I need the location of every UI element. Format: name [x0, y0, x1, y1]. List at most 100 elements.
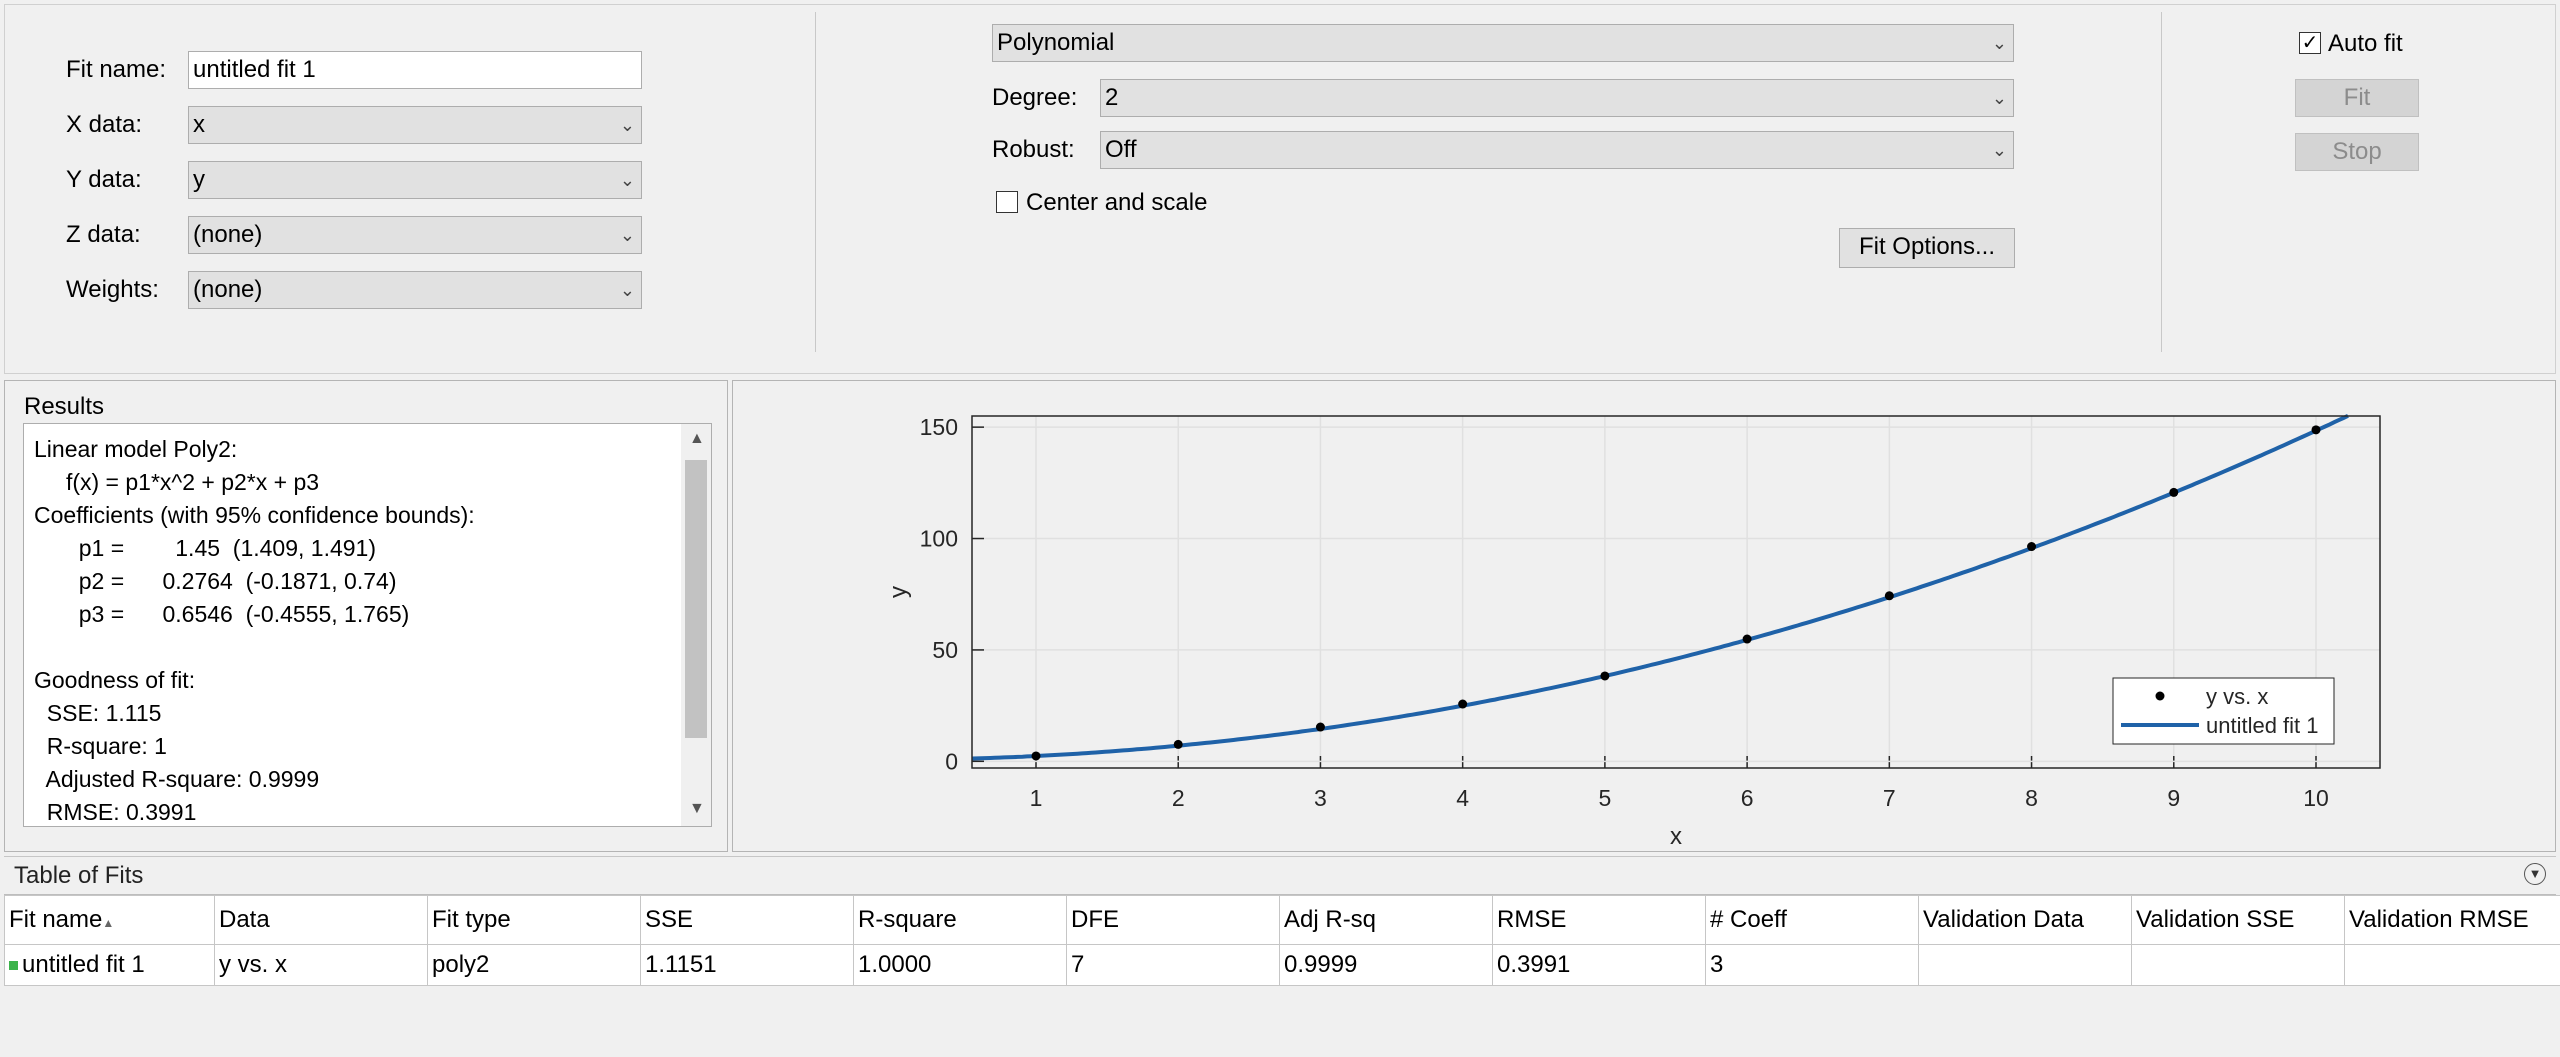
data-point — [2027, 542, 2036, 551]
x-tick-label: 7 — [1883, 785, 1896, 811]
results-line: f(x) = p1*x^2 + p2*x + p3 — [34, 469, 319, 496]
robust-value: Off — [1105, 136, 1137, 163]
table-of-fits: Fit name▲ Data Fit type SSE R-square DFE… — [4, 895, 2560, 986]
column-header[interactable]: Validation Data — [1919, 896, 2132, 945]
y-tick-label: 50 — [932, 637, 958, 663]
data-point — [1885, 591, 1894, 600]
table-cell[interactable] — [2345, 945, 2560, 986]
table-cell[interactable]: 3 — [1706, 945, 1919, 986]
table-cell[interactable] — [1919, 945, 2132, 986]
y-data-label: Y data: — [66, 166, 142, 194]
table-cell[interactable]: 1.0000 — [854, 945, 1067, 986]
x-tick-label: 8 — [2025, 785, 2038, 811]
chevron-down-icon: ⌄ — [620, 272, 635, 308]
data-point — [1458, 700, 1467, 709]
column-header[interactable]: Fit type — [428, 896, 641, 945]
data-point — [1174, 740, 1183, 749]
fit-options-button[interactable]: Fit Options... — [1839, 228, 2015, 268]
table-header-row: Fit name▲ Data Fit type SSE R-square DFE… — [5, 896, 2560, 945]
fit-button[interactable]: Fit — [2295, 79, 2419, 117]
table-cell[interactable]: untitled fit 1 — [5, 945, 215, 986]
results-title: Results — [24, 393, 104, 421]
table-cell[interactable] — [2132, 945, 2345, 986]
fit-type-value: Polynomial — [997, 29, 1114, 56]
table-cell[interactable]: 1.1151 — [641, 945, 854, 986]
fit-status-icon — [9, 961, 18, 970]
results-scrollbar[interactable]: ▲ ▼ — [681, 424, 711, 826]
x-tick-label: 10 — [2303, 785, 2329, 811]
results-line: Linear model Poly2: — [34, 436, 237, 463]
auto-fit-label: Auto fit — [2328, 30, 2403, 58]
column-header[interactable]: Fit name▲ — [5, 896, 215, 945]
x-data-value: x — [193, 111, 205, 138]
z-data-label: Z data: — [66, 221, 141, 249]
z-data-select[interactable]: (none)⌄ — [188, 216, 642, 254]
column-header[interactable]: RMSE — [1493, 896, 1706, 945]
y-tick-label: 100 — [920, 526, 958, 552]
column-header[interactable]: Data — [215, 896, 428, 945]
x-axis-label: x — [1670, 823, 1682, 850]
results-line: SSE: 1.115 — [34, 700, 161, 727]
fit-type-select[interactable]: Polynomial⌄ — [992, 24, 2014, 62]
robust-label: Robust: — [992, 136, 1075, 164]
chevron-down-icon: ⌄ — [1992, 80, 2007, 116]
y-tick-label: 0 — [945, 748, 958, 774]
weights-label: Weights: — [66, 276, 159, 304]
results-text-area[interactable]: Linear model Poly2: f(x) = p1*x^2 + p2*x… — [23, 423, 712, 827]
x-tick-label: 4 — [1456, 785, 1469, 811]
weights-select[interactable]: (none)⌄ — [188, 271, 642, 309]
chevron-down-icon: ⌄ — [620, 162, 635, 198]
table-cell[interactable]: y vs. x — [215, 945, 428, 986]
data-point — [1743, 635, 1752, 644]
x-tick-label: 3 — [1314, 785, 1327, 811]
fit-name-label: Fit name: — [66, 56, 166, 84]
column-header[interactable]: R-square — [854, 896, 1067, 945]
data-point — [1600, 671, 1609, 680]
results-line: R-square: 1 — [34, 733, 167, 760]
results-line: Adjusted R-square: 0.9999 — [34, 766, 319, 793]
stop-button[interactable]: Stop — [2295, 133, 2419, 171]
scroll-down-icon[interactable]: ▼ — [689, 800, 705, 818]
column-header[interactable]: SSE — [641, 896, 854, 945]
column-header[interactable]: Adj R-sq — [1280, 896, 1493, 945]
table-cell[interactable]: 0.3991 — [1493, 945, 1706, 986]
data-point — [1316, 723, 1325, 732]
table-row[interactable]: untitled fit 1 y vs. x poly2 1.1151 1.00… — [5, 945, 2560, 986]
results-line: Goodness of fit: — [34, 667, 195, 694]
scroll-up-icon[interactable]: ▲ — [689, 430, 705, 448]
y-data-select[interactable]: y⌄ — [188, 161, 642, 199]
results-line: p3 = 0.6546 (-0.4555, 1.765) — [34, 601, 409, 628]
fit-name-input[interactable]: untitled fit 1 — [188, 51, 642, 89]
degree-select[interactable]: 2⌄ — [1100, 79, 2014, 117]
auto-fit-checkbox[interactable]: ✓ — [2299, 32, 2321, 54]
table-cell[interactable]: poly2 — [428, 945, 641, 986]
scroll-thumb[interactable] — [685, 460, 707, 738]
x-tick-label: 9 — [2167, 785, 2180, 811]
x-data-select[interactable]: x⌄ — [188, 106, 642, 144]
column-header-label: Fit name — [9, 906, 102, 933]
degree-value: 2 — [1105, 84, 1118, 111]
legend-label-fit: untitled fit 1 — [2206, 713, 2319, 738]
x-tick-label: 1 — [1030, 785, 1043, 811]
results-line: p1 = 1.45 (1.409, 1.491) — [34, 535, 376, 562]
x-tick-label: 5 — [1598, 785, 1611, 811]
legend-point-marker — [2156, 692, 2165, 701]
table-cell[interactable]: 7 — [1067, 945, 1280, 986]
center-scale-checkbox[interactable] — [996, 191, 1018, 213]
y-tick-label: 150 — [920, 414, 958, 440]
table-cell[interactable]: 0.9999 — [1280, 945, 1493, 986]
table-of-fits-title: Table of Fits — [14, 862, 143, 890]
fit-name-cell: untitled fit 1 — [22, 951, 145, 978]
column-header[interactable]: Validation SSE — [2132, 896, 2345, 945]
results-line: p2 = 0.2764 (-0.1871, 0.74) — [34, 568, 396, 595]
column-header[interactable]: DFE — [1067, 896, 1280, 945]
center-scale-label: Center and scale — [1026, 189, 1207, 217]
collapse-icon[interactable]: ▼ — [2524, 863, 2546, 885]
x-tick-label: 6 — [1741, 785, 1754, 811]
column-header[interactable]: Validation RMSE — [2345, 896, 2560, 945]
chevron-down-icon: ⌄ — [620, 217, 635, 253]
y-axis-label: y — [885, 586, 912, 598]
column-header[interactable]: # Coeff — [1706, 896, 1919, 945]
robust-select[interactable]: Off⌄ — [1100, 131, 2014, 169]
